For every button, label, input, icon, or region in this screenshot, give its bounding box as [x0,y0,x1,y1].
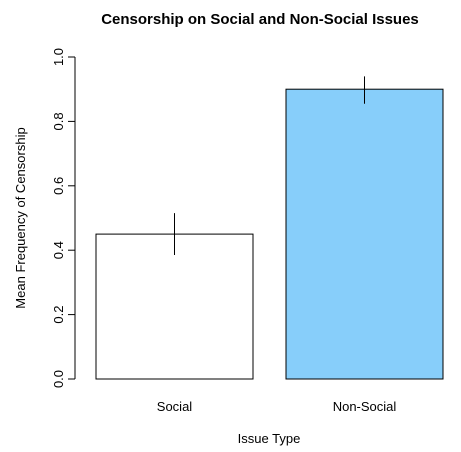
y-tick-label: 0.2 [51,306,66,324]
x-tick-labels: Social Non-Social [157,399,397,414]
bars [95,88,444,380]
bar-social [95,233,254,380]
y-tick-label: 0.8 [51,112,66,130]
y-tick-label: 1.0 [51,48,66,66]
chart-title: Censorship on Social and Non-Social Issu… [101,11,419,28]
x-tick-label: Non-Social [333,399,397,414]
bar-non-social [285,88,444,380]
x-axis-label: Issue Type [238,431,301,446]
x-tick-label: Social [157,399,193,414]
y-axis: 0.0 0.2 0.4 0.6 0.8 1.0 [51,48,76,388]
y-axis-label: Mean Frequency of Censorship [13,127,28,308]
y-tick-label: 0.0 [51,370,66,388]
y-tick-label: 0.4 [51,241,66,259]
y-tick-label: 0.6 [51,177,66,195]
error-bars [174,76,365,256]
